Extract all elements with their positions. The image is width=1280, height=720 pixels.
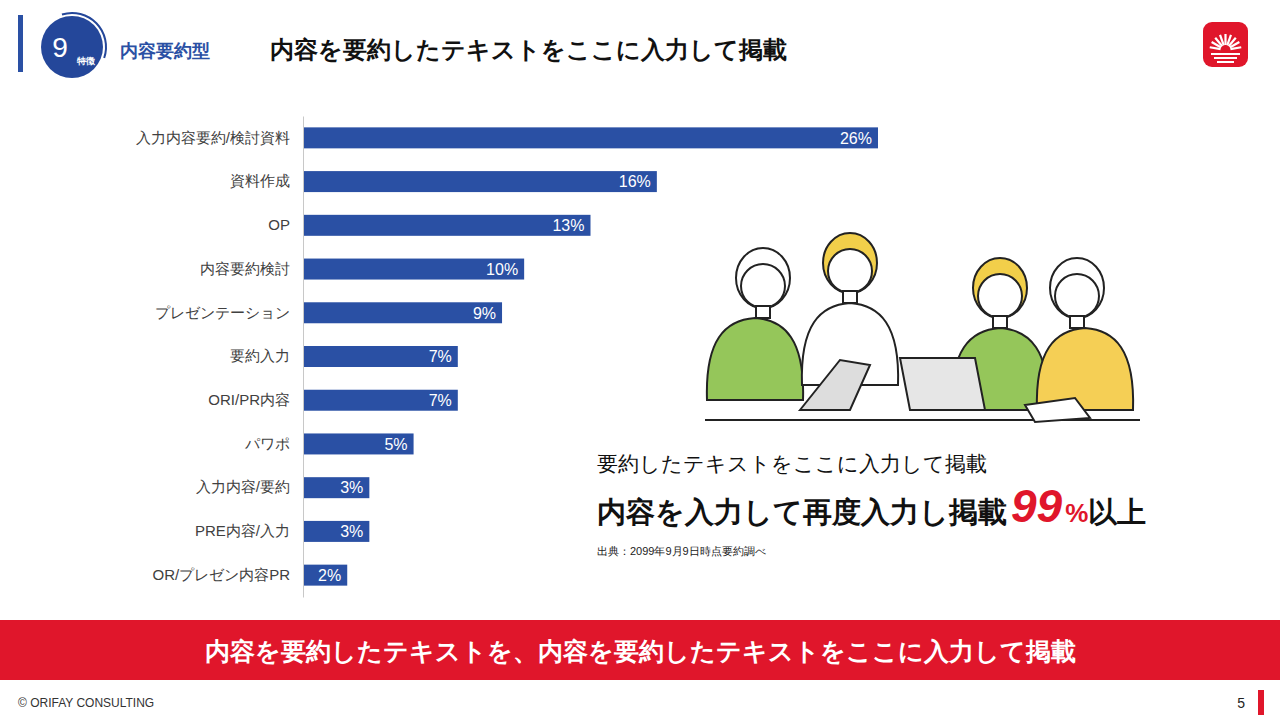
- axis-line: [303, 117, 304, 598]
- bar: [303, 259, 524, 280]
- footer-accent: [1258, 690, 1264, 715]
- illustration: [705, 233, 1140, 422]
- bar: [303, 346, 458, 367]
- callout-value: 99: [1011, 480, 1063, 532]
- data-label: 9%: [473, 305, 496, 322]
- logo-ray: [1210, 47, 1221, 49]
- logo-bg: [1203, 22, 1248, 67]
- person-hair: [1050, 258, 1104, 318]
- person-hair: [736, 248, 790, 308]
- bar: [303, 433, 414, 454]
- person-neck: [993, 316, 1007, 328]
- bar: [303, 302, 502, 323]
- category-label: 要約入力: [230, 347, 290, 364]
- tick: 要約入力: [230, 347, 303, 364]
- tick: OR/プレゼン内容PR: [152, 566, 303, 583]
- person-body: [1037, 328, 1133, 410]
- data-label: 10%: [486, 261, 518, 278]
- bar: [303, 215, 591, 236]
- category-label: PRE内容/入力: [195, 522, 290, 539]
- data-label: 13%: [552, 217, 584, 234]
- badge-number: 9: [52, 32, 68, 63]
- tick: ORI/PR内容: [208, 391, 303, 408]
- tick: パワポ: [244, 435, 303, 452]
- callout-suffix: 以上: [1088, 496, 1146, 528]
- logo-band: [1214, 57, 1237, 59]
- category-label: OP: [268, 216, 290, 233]
- slide: 9 特徴 内容要約型 内容を要約したテキストをここに入力して掲載入力内容要約/検討資料…: [0, 0, 1280, 720]
- badge-ring: [62, 12, 107, 58]
- data-label: 3%: [340, 523, 363, 540]
- logo-band: [1211, 53, 1240, 55]
- tick: 資料作成: [230, 172, 303, 189]
- badge: [41, 16, 103, 78]
- source: 出典：2099年9月9日時点要約調べ: [597, 545, 766, 557]
- data-label: 16%: [619, 173, 651, 190]
- banner-text: 内容を要約したテキストを、内容を要約したテキストをここに入力して掲載: [205, 637, 1076, 665]
- logo-ray: [1220, 35, 1224, 45]
- title: 内容を要約したテキストをここに入力して掲載: [270, 36, 787, 63]
- person-body: [707, 318, 803, 400]
- callout-main: 内容を入力して再度入力し掲載99%以上: [597, 480, 1146, 532]
- laptop: [900, 358, 985, 410]
- bar: [303, 390, 458, 411]
- tick: 内容要約検討: [200, 260, 303, 277]
- data-label: 26%: [840, 130, 872, 147]
- callout-unit: %: [1065, 498, 1088, 528]
- category-label: 内容要約検討: [200, 260, 290, 277]
- callout-text: 内容を入力して再度入力し掲載: [597, 496, 1007, 528]
- category-label: 入力内容要約/検討資料: [136, 129, 290, 146]
- tick: PRE内容/入力: [195, 522, 303, 539]
- category-axis: 入力内容要約/検討資料資料作成 OP 内容要約検討プレゼンテーション要約入力 ORI/…: [136, 117, 304, 598]
- category-label: パワポ: [244, 435, 290, 452]
- category-label: OR/プレゼン内容PR: [152, 566, 290, 583]
- logo-band: [1217, 61, 1234, 63]
- data-label: 5%: [384, 436, 407, 453]
- tick: プレゼンテーション: [155, 304, 303, 321]
- category-label: 入力内容/要約: [196, 478, 290, 495]
- copyright: © ORIFAY CONSULTING: [18, 696, 154, 710]
- data-label: 7%: [429, 348, 452, 365]
- tick: 入力内容要約/検討資料: [136, 129, 303, 146]
- category-label: プレゼンテーション: [155, 304, 290, 321]
- logo-ray: [1230, 47, 1241, 49]
- logo-ray: [1230, 42, 1240, 48]
- logo: [1203, 22, 1248, 67]
- data-label: 3%: [340, 479, 363, 496]
- person-hair: [973, 258, 1027, 318]
- tick: OP: [268, 216, 303, 233]
- paper: [1025, 398, 1090, 422]
- bar: [303, 565, 347, 586]
- bar: [303, 171, 657, 192]
- category-label: 資料作成: [230, 172, 290, 189]
- callout-lead: 要約したテキストをここに入力して掲載: [597, 452, 987, 475]
- banner-bg: [0, 620, 1280, 680]
- data-label: 2%: [318, 567, 341, 584]
- laptop: [800, 360, 870, 410]
- page-number: 5: [1237, 695, 1245, 711]
- person-neck: [843, 291, 857, 303]
- header-category: 内容要約型: [120, 41, 210, 61]
- person-head: [978, 274, 1022, 318]
- person-head: [828, 249, 872, 293]
- data-label: 7%: [429, 392, 452, 409]
- person: [707, 248, 803, 400]
- person-hair: [823, 233, 877, 293]
- person-neck: [756, 306, 770, 318]
- person: [1037, 258, 1133, 410]
- badge-label: 特徴: [76, 56, 96, 66]
- person-neck: [1070, 316, 1084, 328]
- bar: [303, 477, 369, 498]
- logo-ray: [1224, 34, 1226, 45]
- bar: [303, 521, 369, 542]
- category-label: ORI/PR内容: [208, 391, 290, 408]
- bar: [303, 127, 878, 148]
- tick: 入力内容/要約: [196, 478, 303, 495]
- header-accent: [18, 15, 23, 72]
- person-head: [741, 264, 785, 308]
- person-head: [1055, 274, 1099, 318]
